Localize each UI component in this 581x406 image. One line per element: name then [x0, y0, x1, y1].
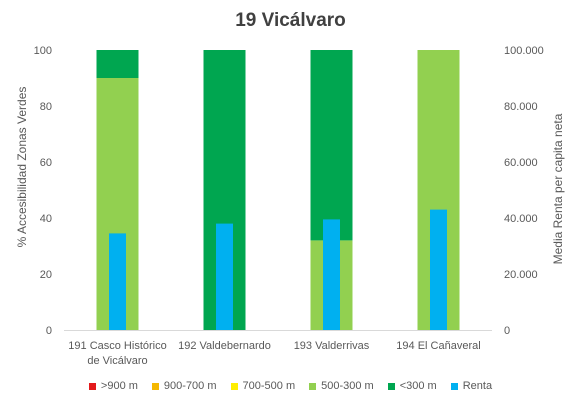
legend-label: Renta	[463, 380, 492, 392]
y-tick-label-left: 100	[34, 45, 52, 57]
x-tick-label: 191 Casco Histórico	[68, 340, 166, 352]
legend-item: Renta	[451, 380, 492, 392]
y-tick-label-left: 40	[40, 213, 52, 225]
legend-item: 900-700 m	[152, 380, 217, 392]
bar-renta	[430, 210, 447, 330]
bar-segment-300-m	[311, 50, 353, 240]
bar-segment-300-m	[97, 50, 139, 78]
legend-swatch	[231, 383, 238, 390]
y-tick-label-left: 20	[40, 269, 52, 281]
y-tick-label-right: 80.000	[504, 101, 538, 113]
legend-swatch	[309, 383, 316, 390]
x-tick-label: 193 Valderrivas	[294, 340, 370, 352]
y-tick-label-right: 60.000	[504, 157, 538, 169]
legend-swatch	[451, 383, 458, 390]
x-tick-label: de Vicálvaro	[87, 355, 147, 367]
bar-renta	[323, 219, 340, 330]
legend-label: 900-700 m	[164, 380, 217, 392]
legend-item: <300 m	[388, 380, 437, 392]
bar-renta	[109, 233, 126, 330]
legend-item: >900 m	[89, 380, 138, 392]
legend-label: 500-300 m	[321, 380, 374, 392]
y-tick-label-right: 0	[504, 325, 510, 337]
legend-swatch	[89, 383, 96, 390]
y-tick-label-left: 0	[46, 325, 52, 337]
y-tick-label-right: 20.000	[504, 269, 538, 281]
x-tick-label: 192 Valdebernardo	[178, 340, 271, 352]
legend-item: 700-500 m	[231, 380, 296, 392]
y-tick-label-right: 100.000	[504, 45, 544, 57]
legend-label: <300 m	[400, 380, 437, 392]
legend-item: 500-300 m	[309, 380, 374, 392]
x-tick-label: 194 El Cañaveral	[396, 340, 480, 352]
legend: >900 m 900-700 m 700-500 m 500-300 m <300 m R…	[0, 380, 581, 392]
y-tick-label-left: 80	[40, 101, 52, 113]
legend-label: >900 m	[101, 380, 138, 392]
legend-swatch	[388, 383, 395, 390]
bar-renta	[216, 224, 233, 330]
y-tick-label-right: 40.000	[504, 213, 538, 225]
legend-swatch	[152, 383, 159, 390]
legend-label: 700-500 m	[243, 380, 296, 392]
y-tick-label-left: 60	[40, 157, 52, 169]
